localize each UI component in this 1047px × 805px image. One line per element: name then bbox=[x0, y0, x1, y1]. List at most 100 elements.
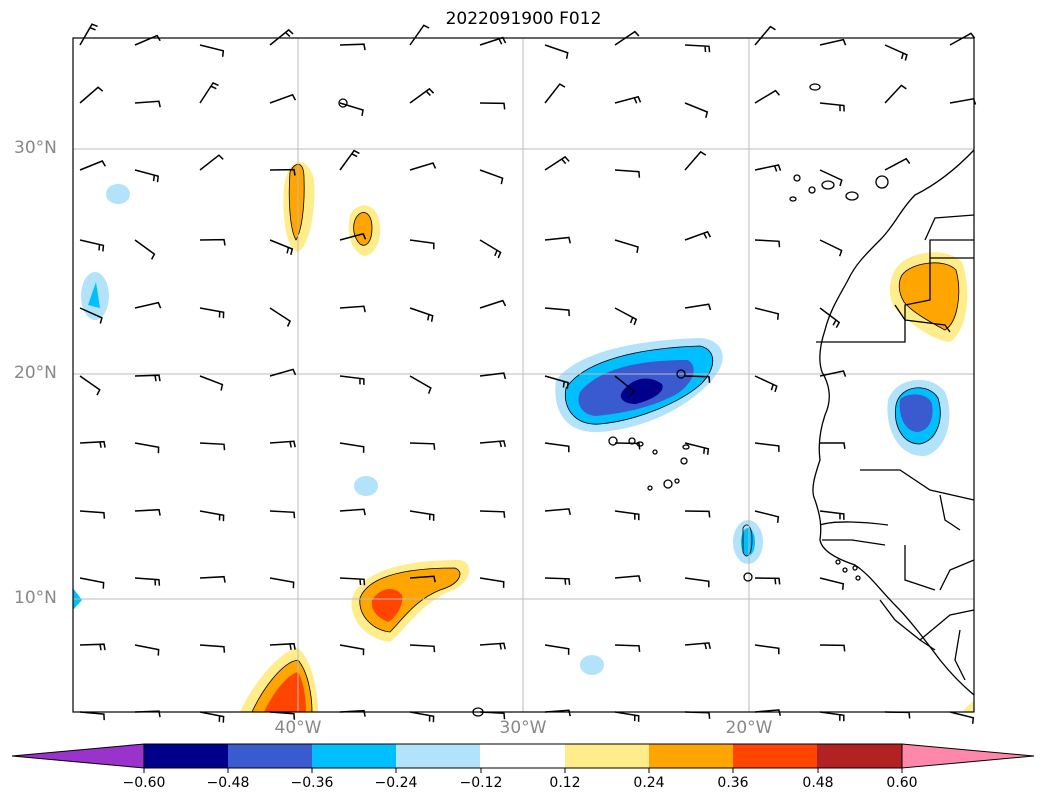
wind-barb bbox=[544, 236, 572, 244]
wind-barb bbox=[199, 238, 226, 246]
wind-barb bbox=[949, 711, 975, 724]
lon-label-20w: 20°W bbox=[725, 718, 773, 738]
wind-barb bbox=[684, 375, 711, 383]
wind-barb bbox=[614, 30, 640, 46]
colorbar-bin-7 bbox=[649, 744, 734, 768]
wind-barb bbox=[409, 24, 430, 46]
wind-barb bbox=[614, 575, 642, 582]
negative-anomaly-east-inner bbox=[899, 394, 933, 432]
positive-anomaly-40w6n-core bbox=[264, 672, 306, 712]
colorbar-bin-8 bbox=[733, 744, 818, 768]
wind-barb bbox=[884, 157, 911, 171]
wind-barb bbox=[544, 155, 570, 171]
wind-barb bbox=[269, 28, 294, 46]
colorbar-label: −0.60 bbox=[122, 775, 166, 791]
wind-barb bbox=[134, 301, 162, 309]
wind-barb bbox=[614, 307, 638, 326]
map-frame bbox=[72, 37, 975, 713]
wind-barb bbox=[754, 307, 780, 320]
wind-barb bbox=[409, 575, 436, 583]
colorbar-label: −0.24 bbox=[374, 775, 418, 791]
wind-barb bbox=[199, 81, 219, 104]
wind-barb bbox=[134, 508, 161, 516]
wind-barb bbox=[409, 239, 435, 250]
wind-barb bbox=[479, 642, 506, 650]
wind-barb bbox=[544, 644, 570, 655]
colorbar-label: 0.36 bbox=[717, 775, 749, 791]
wind-barb bbox=[269, 440, 296, 448]
wind-barb bbox=[339, 305, 366, 313]
wind-barb bbox=[684, 303, 712, 311]
wind-barb bbox=[684, 711, 711, 719]
wind-barb bbox=[134, 239, 156, 260]
wind-barb bbox=[79, 711, 105, 721]
wind-barb bbox=[754, 164, 782, 172]
wind-barb bbox=[79, 86, 104, 104]
wind-barb bbox=[754, 239, 781, 248]
wind-barb bbox=[479, 577, 505, 588]
negative-spot-nw bbox=[106, 184, 130, 204]
positive-anomaly-12w24n-core bbox=[899, 262, 959, 330]
wind-barb bbox=[479, 510, 506, 518]
colorbar-min-extension bbox=[11, 743, 145, 769]
wind-barb bbox=[79, 160, 106, 171]
lat-label-20n: 20°N bbox=[14, 363, 57, 383]
wind-barb bbox=[134, 442, 160, 454]
negative-spot-west-core bbox=[88, 282, 100, 308]
wind-barb bbox=[269, 168, 296, 176]
wind-barb bbox=[544, 375, 569, 389]
wind-barb bbox=[819, 370, 847, 377]
wind-barb bbox=[269, 368, 297, 377]
wind-barb bbox=[684, 102, 709, 118]
map-title: 2022091900 F012 bbox=[445, 9, 602, 29]
wind-barb bbox=[614, 644, 641, 652]
wind-barb bbox=[884, 84, 907, 104]
wind-barb bbox=[544, 442, 570, 453]
wind-barb bbox=[79, 643, 106, 651]
colorbar-bin-2 bbox=[228, 744, 313, 768]
wind-barb bbox=[754, 89, 780, 104]
wind-barb bbox=[614, 442, 641, 450]
wind-barb bbox=[754, 442, 780, 452]
wind-barb bbox=[134, 374, 161, 382]
wind-barb bbox=[79, 23, 98, 46]
wind-barb bbox=[199, 44, 225, 57]
wind-barb bbox=[819, 711, 845, 722]
wind-barb bbox=[339, 375, 365, 385]
wind-barb bbox=[754, 709, 782, 716]
wind-barb bbox=[409, 442, 436, 450]
wind-barb bbox=[409, 87, 435, 104]
gridlines bbox=[73, 38, 974, 712]
wind-barb bbox=[949, 97, 977, 105]
colorbar-label: −0.36 bbox=[290, 775, 334, 791]
positive-anomaly-35w10n-core bbox=[371, 588, 403, 622]
wind-barb bbox=[614, 95, 642, 104]
wind-barb bbox=[339, 102, 364, 117]
wind-barb bbox=[544, 709, 571, 717]
wind-barb bbox=[544, 508, 572, 515]
wind-barb bbox=[614, 711, 640, 722]
negative-anomaly-core bbox=[620, 378, 663, 404]
wind-barb bbox=[134, 100, 161, 108]
colorbar-bin-9 bbox=[817, 744, 903, 768]
wind-barb bbox=[409, 162, 437, 171]
colorbar-label: 0.24 bbox=[633, 775, 665, 791]
wind-barb bbox=[199, 575, 226, 583]
wind-barb bbox=[949, 32, 976, 46]
wind-barb bbox=[754, 577, 781, 585]
wind-barb bbox=[884, 44, 908, 61]
wind-barb bbox=[269, 642, 296, 650]
wind-barb bbox=[884, 711, 911, 719]
wind-barb bbox=[479, 36, 507, 46]
wind-barb bbox=[754, 510, 780, 523]
wind-barb bbox=[199, 307, 225, 319]
wind-barb bbox=[269, 307, 292, 327]
wind-barb bbox=[479, 440, 507, 448]
colorbar-label: −0.12 bbox=[459, 775, 503, 791]
wind-barb bbox=[199, 510, 225, 522]
wind-barb bbox=[684, 230, 712, 241]
wind-barb bbox=[479, 239, 502, 259]
wind-barb bbox=[479, 102, 506, 110]
wind-barb bbox=[544, 83, 566, 104]
wind-barb bbox=[819, 644, 846, 652]
